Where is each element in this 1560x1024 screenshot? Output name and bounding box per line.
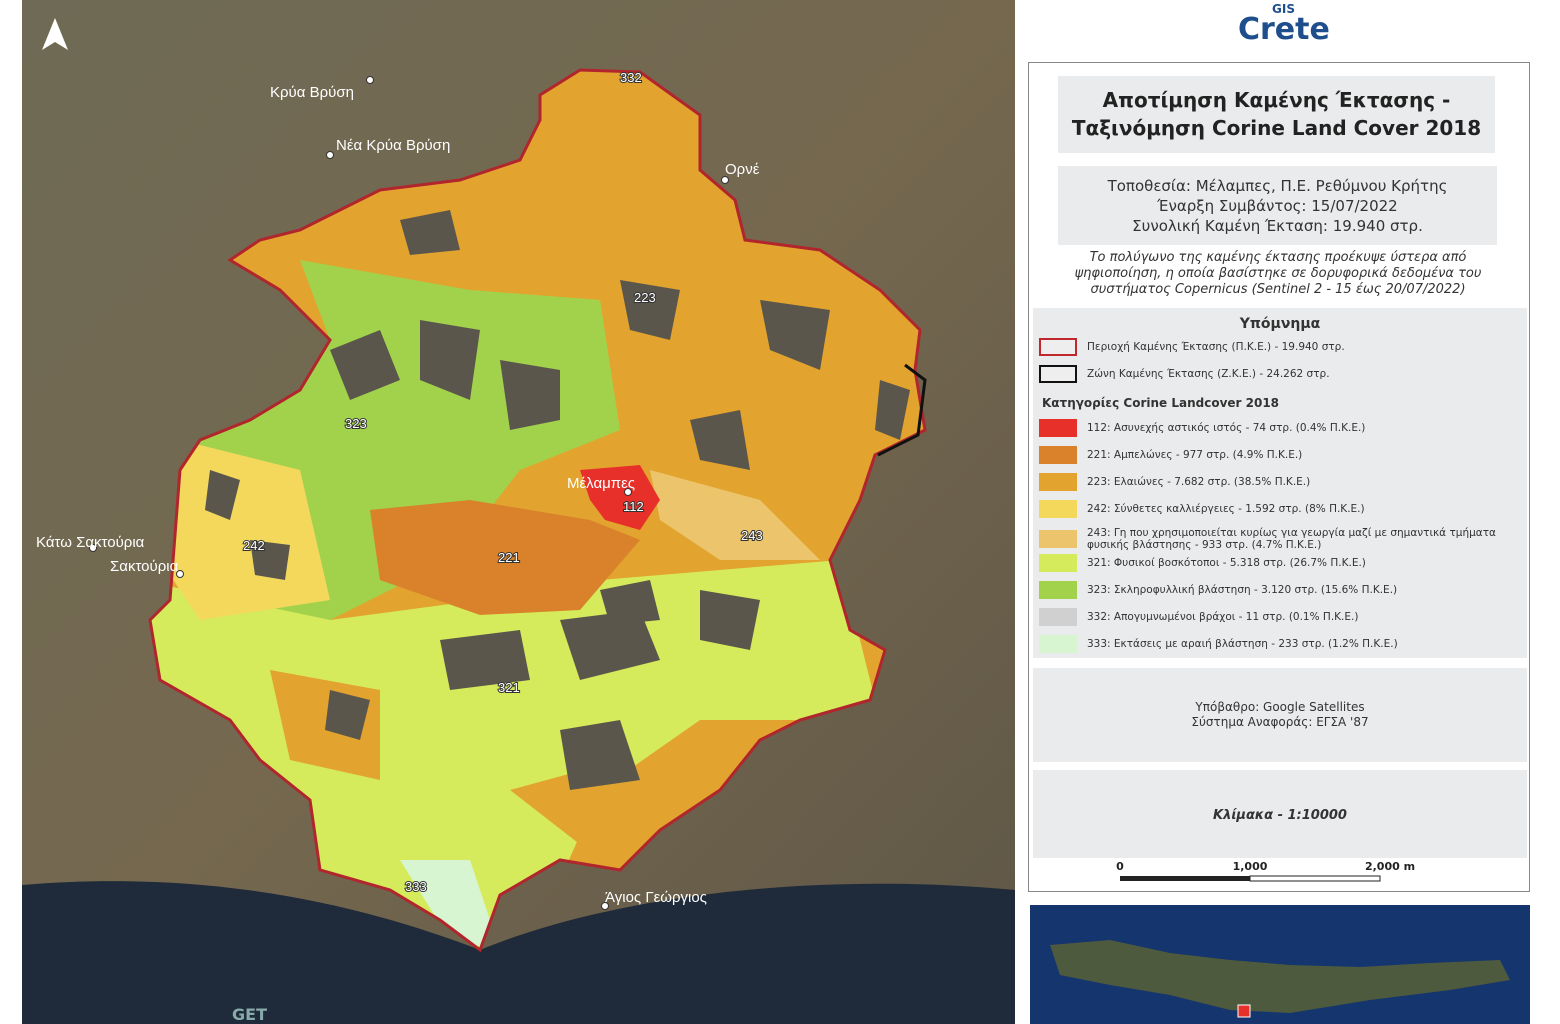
legend-swatch bbox=[1039, 530, 1077, 548]
legend-swatch bbox=[1039, 500, 1077, 518]
legend-label: 112: Ασυνεχής αστικός ιστός - 74 στρ. (0… bbox=[1087, 422, 1366, 434]
inset-map bbox=[1030, 905, 1530, 1024]
north-arrow bbox=[42, 18, 68, 50]
get-logo: GET bbox=[232, 1005, 267, 1024]
logo-top: GIS bbox=[1272, 2, 1295, 16]
title-box: Αποτίμηση Καμένης Έκτασης - Ταξινόμηση C… bbox=[1058, 76, 1495, 153]
zone-321 bbox=[150, 560, 880, 950]
legend: Υπόμνημα Κατηγορίες Corine Landcover 201… bbox=[1033, 308, 1527, 658]
zone-223b bbox=[270, 670, 680, 860]
legend-label: 323: Σκληροφυλλική βλάστηση - 3.120 στρ.… bbox=[1087, 584, 1398, 596]
legend-swatch bbox=[1039, 338, 1077, 356]
place-label: Άγιος Γεώργιος bbox=[605, 889, 707, 906]
zone-221 bbox=[370, 500, 640, 615]
panel-frame bbox=[1028, 62, 1530, 892]
info-line: Συνολική Καμένη Έκταση: 19.940 στρ. bbox=[1132, 217, 1423, 235]
legend-item: 221: Αμπελώνες - 977 στρ. (4.9% Π.Κ.Ε.) bbox=[1039, 446, 1517, 464]
legend-item: Ζώνη Καμένης Έκτασης (Ζ.Κ.Ε.) - 24.262 σ… bbox=[1039, 365, 1517, 383]
zone-code: 323 bbox=[345, 416, 367, 431]
place-label: Κρύα Βρύση bbox=[270, 84, 354, 101]
legend-label: Ζώνη Καμένης Έκτασης (Ζ.Κ.Ε.) - 24.262 σ… bbox=[1087, 368, 1330, 380]
note: Το πολύγωνο της καμένης έκτασης προέκυψε… bbox=[1074, 250, 1482, 297]
legend-swatch bbox=[1039, 446, 1077, 464]
place-dots bbox=[89, 76, 729, 910]
legend-item: 242: Σύνθετες καλλιέργειες - 1.592 στρ. … bbox=[1039, 500, 1517, 518]
zone-code: 221 bbox=[498, 550, 520, 565]
zone-code: 321 bbox=[498, 680, 520, 695]
legend-label: 221: Αμπελώνες - 977 στρ. (4.9% Π.Κ.Ε.) bbox=[1087, 449, 1303, 461]
legend-label: 332: Απογυμνωμένοι βράχοι - 11 στρ. (0.1… bbox=[1087, 611, 1359, 623]
title-line: Αποτίμηση Καμένης Έκτασης - bbox=[1102, 88, 1451, 112]
zone-code: 112 bbox=[623, 499, 644, 514]
scalebar-tick: 1,000 bbox=[1232, 860, 1268, 873]
place-label: Σακτούρια bbox=[110, 558, 179, 575]
legend-swatch bbox=[1039, 635, 1077, 653]
place-label: Κάτω Σακτούρια bbox=[36, 534, 145, 551]
zone-333 bbox=[400, 860, 500, 950]
legend-item: 112: Ασυνεχής αστικός ιστός - 74 στρ. (0… bbox=[1039, 419, 1517, 437]
logo: GIS Crete bbox=[1228, 2, 1338, 58]
zone-code: 332 bbox=[620, 70, 642, 85]
legend-swatch bbox=[1039, 419, 1077, 437]
map: Κρύα Βρύση Νέα Κρύα Βρύση Ορνέ Κάτω Σακτ… bbox=[22, 0, 1015, 1024]
legend-item: 323: Σκληροφυλλική βλάστηση - 3.120 στρ.… bbox=[1039, 581, 1517, 599]
legend-swatch bbox=[1039, 608, 1077, 626]
zone-243 bbox=[650, 470, 820, 560]
basemap-line: Σύστημα Αναφοράς: ΕΓΣΑ '87 bbox=[1191, 715, 1369, 729]
categories-title: Κατηγορίες Corine Landcover 2018 bbox=[1042, 396, 1280, 410]
burned-patches bbox=[205, 210, 910, 790]
legend-label: 321: Φυσικοί βοσκότοποι - 5.318 στρ. (26… bbox=[1087, 557, 1366, 569]
place-label: Νέα Κρύα Βρύση bbox=[336, 137, 450, 154]
zone-code: 333 bbox=[405, 879, 427, 894]
sea bbox=[22, 881, 1015, 1024]
legend-item: 332: Απογυμνωμένοι βράχοι - 11 στρ. (0.1… bbox=[1039, 608, 1517, 626]
legend-label: Περιοχή Καμένης Έκτασης (Π.Κ.Ε.) - 19.94… bbox=[1087, 341, 1345, 353]
legend-item: 333: Εκτάσεις με αραιή βλάστηση - 233 στ… bbox=[1039, 635, 1517, 653]
legend-label: 223: Ελαιώνες - 7.682 στρ. (38.5% Π.Κ.Ε.… bbox=[1087, 476, 1311, 488]
zone-boundary bbox=[877, 363, 927, 457]
legend-item: 223: Ελαιώνες - 7.682 στρ. (38.5% Π.Κ.Ε.… bbox=[1039, 473, 1517, 491]
info-line: Έναρξη Συμβάντος: 15/07/2022 bbox=[1157, 197, 1398, 215]
basemap-box: Υπόβαθρο: Google Satellites Σύστημα Αναφ… bbox=[1033, 668, 1527, 762]
scalebar bbox=[1120, 875, 1381, 882]
scale-text: Κλίμακα - 1:10000 bbox=[1213, 808, 1347, 823]
legend-swatch bbox=[1039, 473, 1077, 491]
place-label: Μέλαμπες bbox=[567, 475, 635, 492]
legend-label: 333: Εκτάσεις με αραιή βλάστηση - 233 στ… bbox=[1087, 638, 1398, 650]
basemap-line: Υπόβαθρο: Google Satellites bbox=[1195, 700, 1365, 714]
legend-swatch bbox=[1039, 554, 1077, 572]
zone-242 bbox=[160, 440, 330, 620]
legend-title: Υπόμνημα bbox=[1239, 316, 1321, 332]
legend-item: Περιοχή Καμένης Έκτασης (Π.Κ.Ε.) - 19.94… bbox=[1039, 338, 1517, 356]
legend-item: 243: Γη που χρησιμοποιείται κυρίως για γ… bbox=[1039, 527, 1517, 551]
scalebar-tick: 2,000 m bbox=[1364, 860, 1416, 873]
zone-code: 243 bbox=[741, 528, 763, 543]
zone-code: 242 bbox=[243, 538, 265, 553]
zone-112 bbox=[580, 465, 660, 530]
info-line: Τοποθεσία: Μέλαμπες, Π.Ε. Ρεθύμνου Κρήτη… bbox=[1107, 177, 1448, 195]
legend-swatch bbox=[1039, 365, 1077, 383]
zone-code: 223 bbox=[634, 290, 656, 305]
info-box: Τοποθεσία: Μέλαμπες, Π.Ε. Ρεθύμνου Κρήτη… bbox=[1058, 166, 1497, 245]
legend-item: 321: Φυσικοί βοσκότοποι - 5.318 στρ. (26… bbox=[1039, 554, 1517, 572]
legend-label: 243: Γη που χρησιμοποιείται κυρίως για γ… bbox=[1087, 527, 1496, 551]
legend-swatch bbox=[1039, 581, 1077, 599]
scale-box: Κλίμακα - 1:10000 bbox=[1033, 770, 1527, 858]
scalebar-tick: 0 bbox=[1116, 860, 1124, 873]
title-line: Ταξινόμηση Corine Land Cover 2018 bbox=[1071, 116, 1482, 140]
place-label: Ορνέ bbox=[725, 161, 760, 178]
logo-main: Crete bbox=[1238, 12, 1330, 47]
legend-label: 242: Σύνθετες καλλιέργειες - 1.592 στρ. … bbox=[1087, 503, 1365, 515]
